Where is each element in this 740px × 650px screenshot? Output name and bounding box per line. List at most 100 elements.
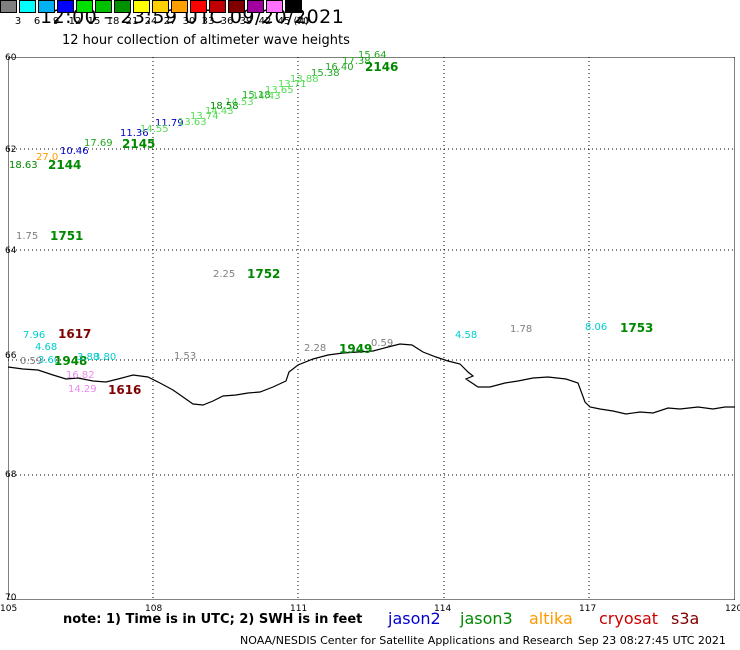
time-label: 1753: [620, 321, 654, 335]
time-label: 2146: [365, 60, 399, 74]
legend-label: 39: [239, 16, 253, 27]
legend-label: 21: [125, 16, 139, 27]
wave-height-label: 4.58: [455, 330, 478, 341]
note-text: note: 1) Time is in UTC; 2) SWH is in fe…: [63, 612, 363, 627]
legend-unit: (ft): [293, 16, 309, 27]
legend-label: 6: [33, 16, 41, 27]
time-label: 1752: [247, 267, 281, 281]
time-label: 1751: [50, 229, 84, 243]
satellite-s3a: s3a: [671, 609, 700, 628]
map-panel: [8, 57, 735, 600]
wave-height-label: 1.75: [16, 231, 39, 242]
legend-label: 18: [106, 16, 120, 27]
wave-height-label: 18.58: [210, 101, 239, 112]
color-legend: 3 6 9 12 15 18 21 24 27 30 33 36 39 42 45 70 (ft): [0, 0, 309, 32]
legend-swatch: [190, 0, 207, 13]
wave-height-label: 11.36: [120, 128, 149, 139]
legend-label: 12: [68, 16, 82, 27]
lat-label: 70: [5, 593, 17, 603]
wave-height-label: 10.46: [60, 146, 89, 157]
time-label: 1948: [54, 354, 88, 368]
legend-label: 24: [144, 16, 158, 27]
legend-swatch: [285, 0, 302, 13]
wave-height-label: 27.0: [36, 152, 59, 163]
wave-height-label: 14.53: [225, 97, 254, 108]
legend-swatch: [266, 0, 283, 13]
legend-swatch: [0, 0, 17, 13]
wave-height-label: 3.60: [38, 355, 61, 366]
lat-label: 66: [5, 351, 17, 361]
legend-label: 30: [182, 16, 196, 27]
wave-height-label: 15.64: [358, 50, 387, 61]
wave-height-label: 1.78: [510, 324, 533, 335]
lat-label: 62: [5, 145, 17, 155]
wave-height-label: 8.06: [585, 322, 608, 333]
wave-height-label: 7.96: [23, 330, 46, 341]
wave-height-label: 3.88: [77, 352, 100, 363]
timestamp-text: Sep 23 08:27:45 UTC 2021: [578, 634, 726, 647]
wave-height-label: 18.63: [9, 160, 38, 171]
satellite-cryosat: cryosat: [599, 609, 659, 628]
wave-height-label: 17.69: [84, 138, 113, 149]
satellite-jason2: jason2: [388, 609, 441, 628]
legend-swatch: [19, 0, 36, 13]
wave-height-label: 14.43: [205, 106, 234, 117]
lon-label: 114: [434, 604, 452, 614]
wave-height-label: 13.74: [190, 111, 219, 122]
legend-swatch: [152, 0, 169, 13]
wave-height-label: 16.40: [325, 62, 354, 73]
lat-label: 68: [5, 470, 17, 480]
wave-height-label: 15.38: [311, 68, 340, 79]
lon-gridlines: [152, 57, 590, 600]
satellite-jason3: jason3: [460, 609, 513, 628]
legend-label: 42: [258, 16, 272, 27]
wave-height-label: 14.29: [68, 384, 97, 395]
wave-height-label: 13.88: [290, 74, 319, 85]
legend-label: 15: [87, 16, 101, 27]
lon-label: 111: [290, 604, 308, 614]
coastline: [8, 343, 735, 415]
wave-height-label: 0.59: [371, 338, 394, 349]
wave-height-label: 14.55: [140, 124, 169, 135]
lat-label: 64: [5, 246, 17, 256]
wave-height-label: 15.18: [242, 90, 271, 101]
legend-swatch: [133, 0, 150, 13]
legend-swatch: [95, 0, 112, 13]
satellite-altika: altika: [529, 609, 573, 628]
wave-height-label: 13.63: [178, 117, 207, 128]
legend-swatch: [114, 0, 131, 13]
lon-label: 105: [0, 604, 18, 614]
wave-height-label: 16.82: [66, 370, 95, 381]
wave-height-label: 3.80: [94, 352, 117, 363]
lon-label: 120: [725, 604, 740, 614]
wave-height-label: 14.43: [252, 91, 281, 102]
wave-height-label: 13.65: [265, 85, 294, 96]
legend-label: 3: [14, 16, 22, 27]
wave-height-label: 2.25: [213, 269, 236, 280]
legend-swatch: [247, 0, 264, 13]
legend-label: 45: [277, 16, 291, 27]
legend-label: 9: [52, 16, 60, 27]
legend-swatch: [38, 0, 55, 13]
legend-swatch: [76, 0, 93, 13]
lat-label: 60: [5, 53, 17, 63]
time-label: 1617: [58, 327, 92, 341]
credit-text: NOAA/NESDIS Center for Satellite Applica…: [240, 634, 574, 647]
legend-label: 27: [163, 16, 177, 27]
wave-height-label: 0.59: [20, 356, 43, 367]
wave-height-label: 17.38: [342, 56, 371, 67]
legend-swatch: [228, 0, 245, 13]
legend-label: 36: [220, 16, 234, 27]
wave-height-label: 13.71: [278, 79, 307, 90]
time-label: 2144: [48, 158, 82, 172]
wave-height-label: 2.28: [304, 343, 327, 354]
wave-height-label: 4.68: [35, 342, 58, 353]
lon-label: 117: [579, 604, 597, 614]
legend-label: 33: [201, 16, 215, 27]
legend-swatch: [209, 0, 226, 13]
legend-swatch: [171, 0, 188, 13]
wave-height-label: 11.79: [155, 118, 184, 129]
map-frame: [8, 57, 735, 600]
time-label: 1616: [108, 383, 142, 397]
time-label: 1949: [339, 342, 373, 356]
